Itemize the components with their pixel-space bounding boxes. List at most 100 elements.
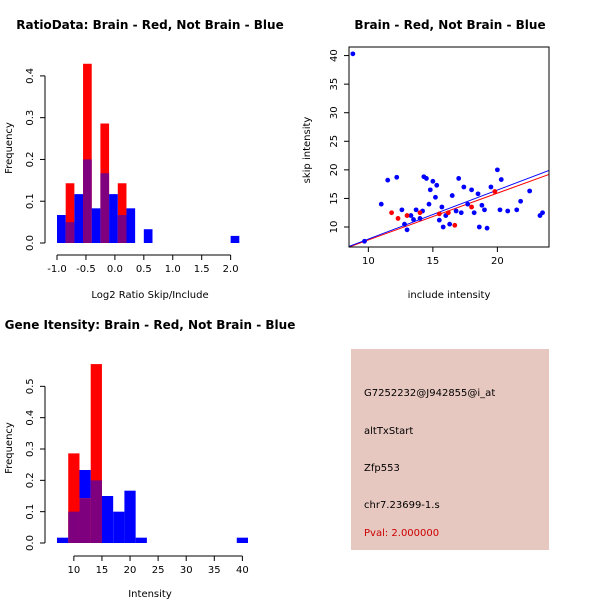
scatter-y-tick-label-0: 10	[329, 221, 340, 234]
intensity-histogram-ylabel: Frequency	[4, 422, 15, 474]
intensity-histogram-xlabel: Intensity	[128, 589, 172, 600]
hist1-x-tick-label-2: 0.0	[107, 264, 123, 275]
scatter-point-blue-0	[350, 51, 356, 57]
scatter-point-red-8	[492, 189, 498, 194]
scatter-point-blue-15	[426, 201, 432, 207]
hist1-overlap-bar-1	[65, 222, 75, 243]
scatter-y-tick-label-4: 30	[329, 106, 340, 119]
scatter-point-blue-45	[527, 188, 533, 194]
hist1-y-tick-label-0: 0.0	[25, 235, 36, 251]
scatter-point-blue-42	[505, 208, 511, 214]
scatter-point-blue-37	[484, 225, 490, 231]
hist1-y-tick-label-4: 0.4	[25, 68, 36, 84]
hist3-x-tick-label-1: 15	[96, 565, 109, 576]
hist1-blue-bar-10	[230, 235, 240, 243]
scatter-point-blue-41	[498, 177, 504, 182]
hist1-red-bar-0	[65, 183, 75, 243]
info-panel: G7252232@J942855@i_at altTxStart Zfp553 …	[351, 349, 549, 550]
hist3-blue-bar-0	[57, 537, 69, 543]
hist1-blue-bar-8	[126, 208, 136, 243]
scatter-point-blue-2	[378, 201, 384, 207]
scatter-point-blue-22	[440, 224, 446, 230]
hist3-y-tick-label-5: 0.5	[25, 378, 36, 394]
scatter-point-red-7	[469, 204, 474, 210]
hist3-red-bar-2	[90, 364, 102, 543]
ratio-histogram-ylabel: Frequency	[4, 122, 15, 174]
scatter-point-blue-14	[424, 176, 429, 181]
scatter-point-blue-33	[475, 191, 481, 197]
scatter-y-tick-label-5: 35	[329, 78, 340, 91]
scatter-point-blue-21	[439, 204, 445, 210]
hist1-blue-bar-0	[57, 215, 66, 243]
info-panel-background	[351, 349, 549, 550]
hist1-red-bar-3	[117, 183, 127, 243]
hist3-x-tick-label-6: 40	[236, 565, 249, 576]
hist1-blue-bar-4	[91, 208, 101, 243]
hist3-blue-bar-8	[236, 537, 248, 543]
scatter-point-blue-35	[479, 202, 485, 208]
hist1-x-tick-label-6: 2.0	[223, 264, 239, 275]
scatter-y-tick-label-2: 20	[329, 163, 340, 176]
hist1-blue-bar-9	[143, 229, 153, 243]
scatter-fit-line-blue	[348, 169, 550, 247]
scatter-x-tick-label-2: 20	[491, 256, 504, 267]
scatter-point-blue-29	[461, 184, 467, 190]
hist3-y-tick-label-0: 0.0	[25, 535, 36, 551]
scatter-point-blue-26	[453, 208, 459, 214]
hist1-blue-bar-2	[74, 194, 84, 243]
scatter-xlabel: include intensity	[408, 290, 491, 301]
intensity-histogram: Gene Itensity: Brain - Red, Not Brain - …	[4, 318, 295, 600]
scatter-point-red-5	[445, 210, 451, 216]
scatter-point-blue-28	[458, 210, 464, 216]
hist1-x-tick-label-3: 0.5	[136, 264, 152, 275]
hist1-x-tick-label-4: 1.0	[165, 264, 181, 275]
scatter-title: Brain - Red, Not Brain - Blue	[354, 18, 545, 32]
hist3-overlap-bar-1	[68, 511, 80, 543]
p-value: Pval: 2.000000	[364, 528, 439, 539]
hist1-x-tick-label-0: -1.0	[47, 264, 67, 275]
hist1-x-tick-label-5: 1.5	[194, 264, 210, 275]
scatter-point-blue-27	[456, 176, 462, 181]
hist1-y-tick-label-3: 0.3	[25, 110, 36, 126]
hist3-overlap-bar-3	[90, 480, 102, 543]
scatter-point-blue-43	[514, 207, 520, 213]
hist1-overlap-bar-5	[100, 173, 110, 243]
scatter-point-blue-44	[518, 198, 524, 204]
scatter-point-blue-7	[404, 227, 410, 233]
scatter-point-blue-1	[362, 238, 367, 244]
scatter-point-red-3	[417, 210, 423, 216]
scatter-point-blue-17	[430, 178, 436, 184]
scatter-point-blue-18	[433, 194, 438, 200]
scatter-point-red-4	[436, 211, 442, 217]
scatter-point-blue-5	[399, 207, 405, 213]
scatter-point-blue-19	[434, 182, 440, 188]
scatter-point-red-2	[404, 213, 410, 218]
ratio-histogram: RatioData: Brain - Red, Not Brain - Blue…	[4, 18, 284, 301]
hist1-red-bar-1	[83, 63, 92, 244]
scatter-point-red-1	[395, 216, 401, 221]
scatter-point-red-0	[389, 210, 394, 216]
hist3-x-tick-label-3: 25	[152, 565, 165, 576]
probe-id: G7252232@J942855@i_at	[364, 388, 495, 399]
scatter-point-blue-30	[465, 201, 471, 207]
hist3-y-tick-label-4: 0.4	[25, 410, 36, 426]
hist3-x-tick-label-4: 30	[180, 565, 193, 576]
scatter-y-tick-label-3: 25	[329, 135, 340, 148]
scatter-point-blue-25	[449, 193, 455, 198]
scatter-x-tick-label-0: 10	[362, 256, 375, 267]
hist1-y-tick-label-2: 0.2	[25, 151, 36, 167]
scatter-y-tick-label-1: 15	[329, 192, 340, 205]
scatter-plot-box	[348, 46, 550, 248]
scatter-point-blue-11	[417, 216, 423, 221]
scatter-point-blue-9	[411, 217, 416, 222]
genomic-location: chr7.23699-1.s	[364, 500, 440, 511]
hist3-x-tick-label-0: 10	[67, 565, 80, 576]
intensity-histogram-title: Gene Itensity: Brain - Red, Not Brain - …	[5, 318, 296, 332]
scatter-point-blue-4	[394, 174, 400, 180]
intensity-scatter: Brain - Red, Not Brain - Blue include in…	[302, 18, 550, 301]
gene-name: Zfp553	[364, 463, 400, 474]
ratio-histogram-title: RatioData: Brain - Red, Not Brain - Blue	[16, 18, 283, 32]
scatter-point-blue-39	[494, 167, 500, 173]
scatter-point-blue-24	[447, 221, 453, 227]
